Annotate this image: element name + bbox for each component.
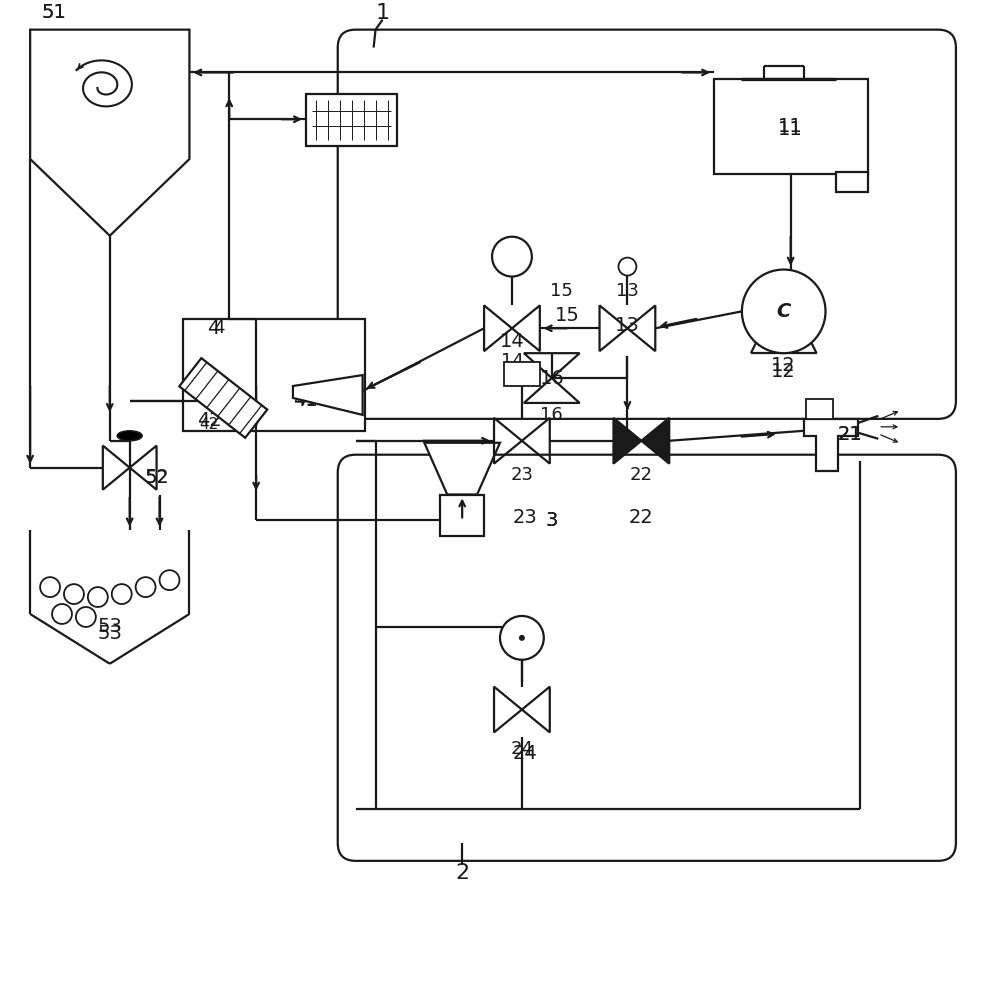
- Text: 23: 23: [513, 508, 537, 527]
- Bar: [306, 94, 397, 146]
- Polygon shape: [424, 442, 500, 494]
- Text: 16: 16: [539, 369, 564, 387]
- Bar: [440, 494, 484, 537]
- Bar: [183, 320, 365, 431]
- Circle shape: [136, 577, 156, 597]
- Text: 42: 42: [197, 411, 222, 431]
- Polygon shape: [804, 419, 858, 471]
- Text: 22: 22: [629, 508, 654, 527]
- Circle shape: [76, 607, 96, 627]
- Text: 15: 15: [555, 306, 580, 325]
- Bar: [836, 172, 868, 192]
- Polygon shape: [641, 418, 669, 464]
- Text: 13: 13: [615, 316, 640, 335]
- Text: 1: 1: [375, 3, 390, 23]
- Text: 2: 2: [455, 863, 469, 883]
- Circle shape: [112, 584, 132, 604]
- Circle shape: [160, 570, 179, 591]
- Text: 52: 52: [145, 469, 168, 487]
- Text: E/H: E/H: [504, 252, 520, 261]
- Text: 14: 14: [501, 352, 523, 370]
- Text: 21: 21: [838, 426, 863, 444]
- Text: 3: 3: [546, 511, 558, 530]
- Text: 13: 13: [616, 283, 639, 300]
- Text: 3: 3: [546, 511, 558, 530]
- Bar: [504, 362, 540, 386]
- Text: 21: 21: [838, 426, 863, 444]
- Circle shape: [742, 270, 826, 353]
- Text: 41: 41: [296, 393, 316, 408]
- Text: 4: 4: [213, 319, 225, 337]
- Circle shape: [492, 236, 532, 277]
- Text: 41: 41: [294, 391, 318, 410]
- Text: 53: 53: [97, 624, 122, 644]
- Text: 11: 11: [778, 117, 803, 135]
- Circle shape: [40, 577, 60, 597]
- Text: 12: 12: [771, 356, 796, 375]
- Circle shape: [64, 584, 84, 604]
- Polygon shape: [179, 358, 267, 438]
- Text: 15: 15: [550, 283, 573, 300]
- Text: 11: 11: [778, 120, 803, 138]
- Text: 24: 24: [513, 744, 537, 763]
- Text: 12: 12: [771, 362, 796, 381]
- Circle shape: [519, 635, 525, 641]
- Text: 23: 23: [510, 466, 533, 484]
- Text: 24: 24: [510, 741, 533, 758]
- Circle shape: [52, 604, 72, 624]
- Text: 52: 52: [144, 468, 169, 488]
- Text: 51: 51: [42, 3, 66, 23]
- Text: C: C: [777, 302, 791, 321]
- Text: 22: 22: [630, 466, 653, 484]
- Text: 16: 16: [540, 406, 563, 424]
- Bar: [806, 399, 833, 419]
- Polygon shape: [613, 418, 641, 464]
- Text: 53: 53: [97, 617, 122, 637]
- Polygon shape: [293, 375, 363, 415]
- Text: 4: 4: [207, 319, 219, 337]
- Polygon shape: [30, 29, 189, 235]
- Circle shape: [500, 616, 544, 660]
- Circle shape: [618, 258, 636, 276]
- Text: 42: 42: [200, 417, 219, 433]
- Circle shape: [88, 587, 108, 607]
- Text: 14: 14: [500, 332, 524, 351]
- Text: 51: 51: [42, 3, 66, 23]
- Bar: [714, 79, 868, 174]
- Ellipse shape: [117, 431, 142, 440]
